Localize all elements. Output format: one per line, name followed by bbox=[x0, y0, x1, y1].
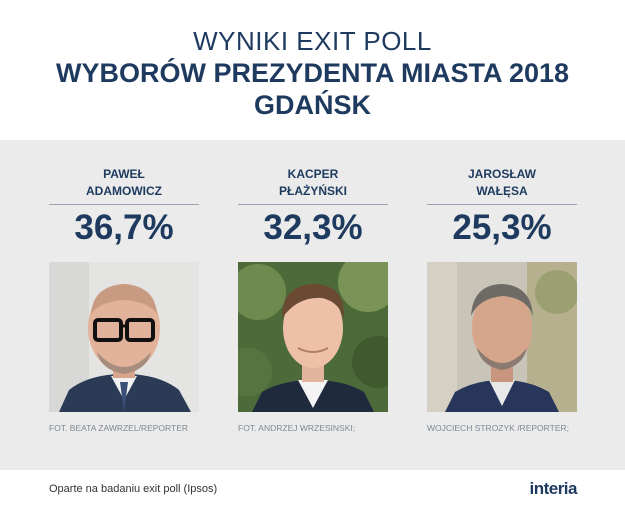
result-percent: 32,3% bbox=[263, 208, 363, 247]
candidate-first-name: KACPER bbox=[287, 167, 339, 181]
candidate-photo bbox=[49, 262, 199, 412]
candidate-last-name: ADAMOWICZ bbox=[86, 184, 162, 198]
interia-logo: interia bbox=[529, 479, 577, 498]
candidate-last-name: WAŁĘSA bbox=[476, 184, 528, 198]
title-top: WYNIKI EXIT POLL bbox=[193, 26, 432, 56]
photo-credit: FOT. ANDRZEJ WRZESINSKI; bbox=[238, 423, 356, 433]
candidate-name: JAROSŁAW WAŁĘSA bbox=[427, 166, 577, 200]
header: WYNIKI EXIT POLL WYBORÓW PREZYDENTA MIAS… bbox=[0, 0, 625, 140]
title-city: GDAŃSK bbox=[253, 90, 371, 120]
source-note: Oparte na badaniu exit poll (Ipsos) bbox=[49, 483, 218, 495]
photo-credit: WOJCIECH STROZYK /REPORTER; bbox=[427, 423, 569, 433]
results-panel: PAWEŁ ADAMOWICZ 36,7% FOT. BEATA ZAWRZEL… bbox=[0, 140, 625, 470]
footer: Oparte na badaniu exit poll (Ipsos) inte… bbox=[0, 470, 625, 507]
candidate-first-name: JAROSŁAW bbox=[467, 167, 536, 181]
result-percent: 36,7% bbox=[74, 208, 174, 247]
title-main: WYBORÓW PREZYDENTA MIASTA 2018 bbox=[55, 58, 570, 88]
photo-credit: FOT. BEATA ZAWRZEL/REPORTER bbox=[49, 423, 189, 433]
candidate-name: KACPER PŁAŻYŃSKI bbox=[238, 166, 388, 200]
divider bbox=[238, 204, 388, 205]
candidate-photo bbox=[238, 262, 388, 412]
result-percent: 25,3% bbox=[452, 208, 552, 247]
divider bbox=[427, 204, 577, 205]
candidate-last-name: PŁAŻYŃSKI bbox=[278, 184, 347, 198]
divider bbox=[49, 204, 199, 205]
candidate-photo bbox=[427, 262, 577, 412]
candidate-first-name: PAWEŁ bbox=[103, 167, 145, 181]
candidate-name: PAWEŁ ADAMOWICZ bbox=[49, 166, 199, 200]
